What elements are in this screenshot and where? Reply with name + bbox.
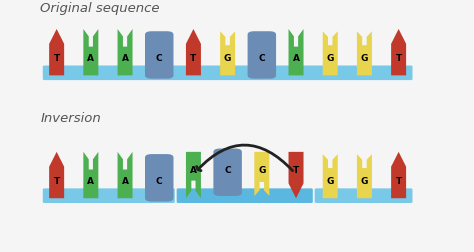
Polygon shape	[391, 30, 406, 76]
FancyBboxPatch shape	[43, 189, 175, 203]
Text: C: C	[258, 54, 265, 63]
Text: A: A	[292, 54, 300, 63]
Text: A: A	[121, 176, 128, 185]
FancyBboxPatch shape	[145, 154, 173, 202]
Polygon shape	[357, 32, 372, 76]
Text: A: A	[190, 165, 197, 174]
Polygon shape	[83, 152, 98, 198]
Polygon shape	[186, 30, 201, 76]
Text: C: C	[156, 176, 163, 185]
Text: T: T	[190, 54, 197, 63]
Polygon shape	[118, 30, 133, 76]
Text: G: G	[361, 54, 368, 63]
Polygon shape	[186, 152, 201, 198]
Text: T: T	[54, 176, 60, 185]
Polygon shape	[255, 152, 269, 196]
Text: T: T	[54, 54, 60, 63]
Text: T: T	[395, 176, 402, 185]
FancyBboxPatch shape	[213, 149, 242, 196]
Polygon shape	[49, 152, 64, 198]
Text: G: G	[258, 165, 265, 174]
Text: Original sequence: Original sequence	[40, 2, 160, 15]
Text: C: C	[224, 165, 231, 174]
Polygon shape	[289, 152, 303, 198]
Text: A: A	[121, 54, 128, 63]
Text: C: C	[156, 54, 163, 63]
Polygon shape	[220, 32, 235, 76]
Text: G: G	[361, 176, 368, 185]
FancyBboxPatch shape	[177, 189, 313, 203]
Text: T: T	[395, 54, 402, 63]
FancyBboxPatch shape	[145, 32, 173, 79]
Text: G: G	[327, 54, 334, 63]
Polygon shape	[83, 30, 98, 76]
Polygon shape	[49, 30, 64, 76]
Polygon shape	[323, 154, 337, 198]
Text: A: A	[87, 54, 94, 63]
Polygon shape	[289, 30, 303, 76]
Text: A: A	[87, 176, 94, 185]
Text: G: G	[327, 176, 334, 185]
Polygon shape	[357, 154, 372, 198]
FancyBboxPatch shape	[247, 32, 276, 79]
Text: Inversion: Inversion	[40, 112, 101, 125]
Polygon shape	[391, 152, 406, 198]
Text: G: G	[224, 54, 231, 63]
FancyBboxPatch shape	[315, 189, 412, 203]
FancyBboxPatch shape	[43, 66, 412, 81]
Text: T: T	[293, 165, 299, 174]
Polygon shape	[118, 152, 133, 198]
Polygon shape	[323, 32, 337, 76]
